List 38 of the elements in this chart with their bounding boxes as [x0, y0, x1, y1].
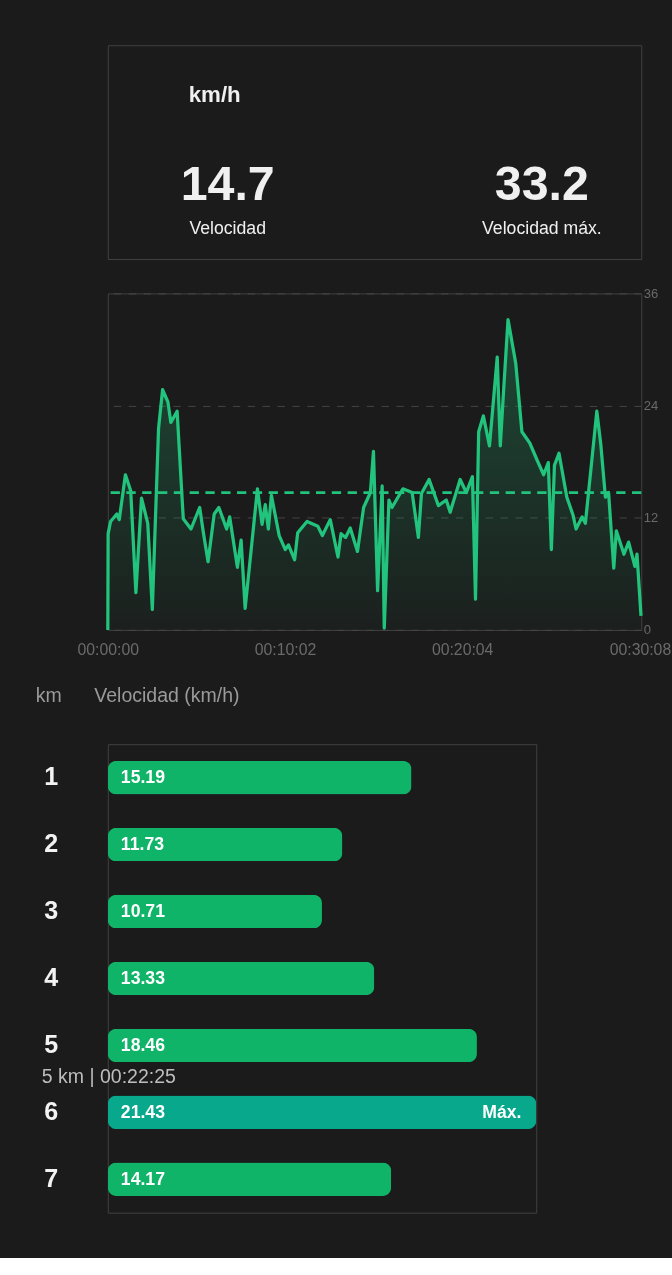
data-label: 14.17 [120, 1168, 166, 1189]
x-tick-label: 00:10:02 [254, 641, 317, 659]
y-tick-label: 24 [643, 397, 659, 413]
bar [107, 1162, 392, 1196]
y-tick-label: 5 [44, 1029, 59, 1058]
y-tick-label: 4 [44, 962, 59, 991]
bar [107, 827, 343, 862]
annotation: Máx. [482, 1101, 522, 1122]
bar [107, 894, 322, 929]
chart-title: km/h [188, 82, 241, 107]
text: 14.7 [180, 155, 275, 210]
data-label: 10.71 [120, 901, 166, 922]
text: 33.2 [494, 155, 589, 210]
bar [107, 760, 412, 795]
data-label: 15.19 [120, 767, 166, 788]
x-tick-label: 00:20:04 [431, 641, 494, 659]
bar [107, 961, 375, 996]
y-tick-label: 0 [643, 622, 651, 638]
x-tick-label: 00:00:00 [77, 641, 140, 659]
data-label: 18.46 [120, 1034, 166, 1055]
data-label: 21.43 [120, 1101, 166, 1122]
data-label: 11.73 [120, 834, 165, 855]
bar [107, 1095, 537, 1130]
x-axis-title: Velocidad (km/h) [94, 683, 240, 706]
y-tick-label: 36 [643, 285, 659, 301]
y-tick-label: 7 [44, 1163, 59, 1192]
y-tick-label: 1 [44, 762, 59, 791]
y-axis-title: km [35, 683, 62, 706]
bar [107, 1028, 477, 1063]
y-tick-label: 6 [44, 1096, 59, 1125]
annotation: 5 km | 00:22:25 [41, 1064, 177, 1087]
y-tick-label: 12 [643, 509, 659, 525]
y-tick-label: 2 [44, 829, 59, 858]
x-tick-label: 00:30:08 [609, 641, 672, 659]
text: Velocidad [189, 217, 266, 238]
text: Velocidad máx. [482, 217, 602, 238]
data-label: 13.33 [120, 968, 166, 989]
y-tick-label: 3 [44, 895, 59, 924]
